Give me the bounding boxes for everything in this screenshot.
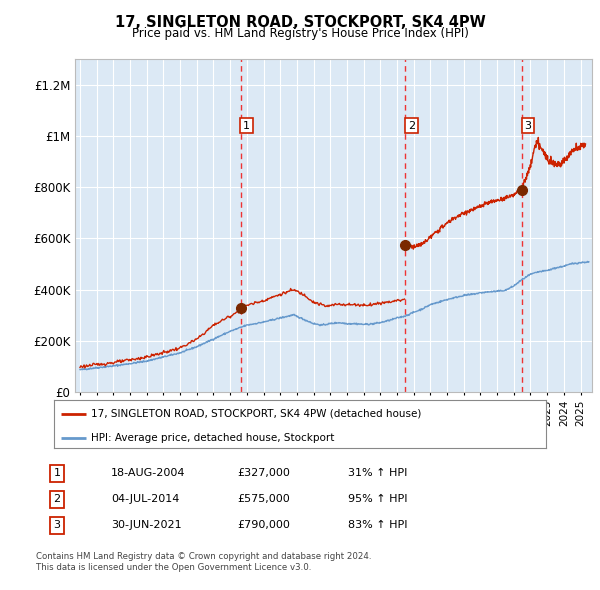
Text: 17, SINGLETON ROAD, STOCKPORT, SK4 4PW: 17, SINGLETON ROAD, STOCKPORT, SK4 4PW — [115, 15, 485, 30]
Text: Contains HM Land Registry data © Crown copyright and database right 2024.
This d: Contains HM Land Registry data © Crown c… — [36, 552, 371, 572]
Text: 17, SINGLETON ROAD, STOCKPORT, SK4 4PW (detached house): 17, SINGLETON ROAD, STOCKPORT, SK4 4PW (… — [91, 408, 421, 418]
Text: 30-JUN-2021: 30-JUN-2021 — [111, 520, 182, 530]
Text: 1: 1 — [243, 121, 250, 130]
Text: 2: 2 — [53, 494, 61, 504]
Text: £327,000: £327,000 — [237, 468, 290, 478]
Text: 18-AUG-2004: 18-AUG-2004 — [111, 468, 185, 478]
Text: 95% ↑ HPI: 95% ↑ HPI — [348, 494, 407, 504]
Text: 83% ↑ HPI: 83% ↑ HPI — [348, 520, 407, 530]
Text: HPI: Average price, detached house, Stockport: HPI: Average price, detached house, Stoc… — [91, 432, 334, 442]
Text: Price paid vs. HM Land Registry's House Price Index (HPI): Price paid vs. HM Land Registry's House … — [131, 27, 469, 40]
Text: 31% ↑ HPI: 31% ↑ HPI — [348, 468, 407, 478]
Text: 1: 1 — [53, 468, 61, 478]
Text: £575,000: £575,000 — [237, 494, 290, 504]
Text: £790,000: £790,000 — [237, 520, 290, 530]
Text: 04-JUL-2014: 04-JUL-2014 — [111, 494, 179, 504]
Text: 3: 3 — [524, 121, 532, 130]
Text: 3: 3 — [53, 520, 61, 530]
Text: 2: 2 — [408, 121, 415, 130]
